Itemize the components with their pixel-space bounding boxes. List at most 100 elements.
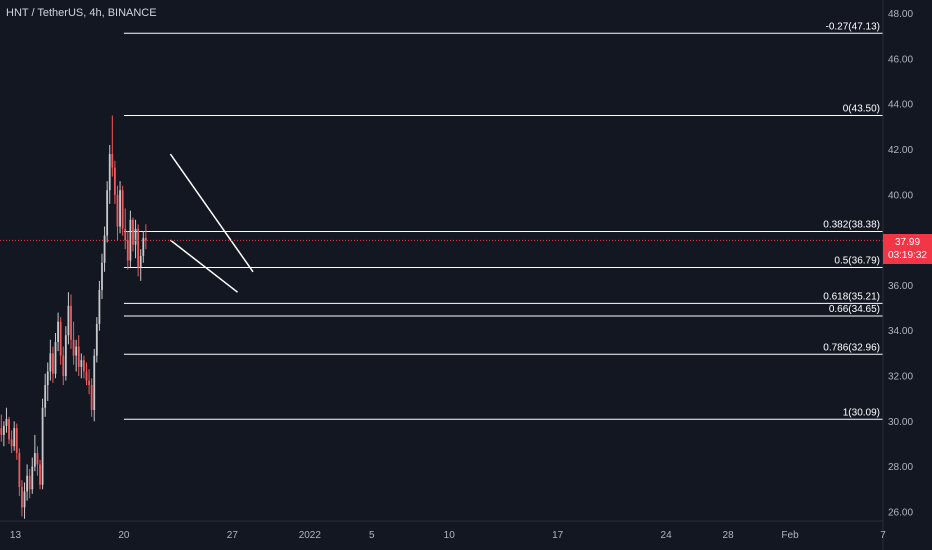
candle xyxy=(36,446,39,476)
last-price-value: 37.99 xyxy=(894,237,921,248)
candle-body xyxy=(88,380,90,386)
candle xyxy=(93,348,96,422)
candle xyxy=(64,326,67,381)
upper-channel-line[interactable] xyxy=(169,153,254,273)
price-tick-label: 28.00 xyxy=(888,462,913,473)
candle-body xyxy=(139,255,142,268)
candle xyxy=(83,355,85,379)
candle xyxy=(8,416,10,444)
candle xyxy=(13,421,16,451)
candle xyxy=(108,144,111,204)
candle-body xyxy=(80,360,83,367)
fib-level-label: 0(43.50) xyxy=(843,104,880,115)
candle xyxy=(101,253,103,300)
price-axis[interactable]: 26.0028.0030.0032.0034.0036.0038.0040.00… xyxy=(888,9,913,518)
candle-body xyxy=(8,419,10,440)
price-tick-label: 36.00 xyxy=(888,281,913,292)
trendlines[interactable] xyxy=(169,153,254,293)
candle-body xyxy=(41,407,44,485)
fib-level-label: 0.5(36.79) xyxy=(834,256,880,267)
candle-body xyxy=(0,428,3,435)
price-tick-label: 46.00 xyxy=(888,54,913,65)
candle-body xyxy=(18,453,21,488)
price-tick-label: 32.00 xyxy=(888,372,913,383)
candle xyxy=(10,430,13,454)
candle xyxy=(72,321,75,365)
candle xyxy=(0,414,3,442)
time-tick-label: 28 xyxy=(723,530,735,541)
price-tick-label: 26.00 xyxy=(888,507,913,518)
candle xyxy=(80,353,83,379)
lower-channel-line[interactable] xyxy=(169,239,238,293)
candle xyxy=(26,464,29,501)
candle-body xyxy=(31,466,34,490)
candle-body xyxy=(67,305,70,336)
fib-level-label: 0.786(32.96) xyxy=(823,342,880,353)
candle xyxy=(5,407,8,433)
candle xyxy=(106,181,109,243)
price-tick-label: 34.00 xyxy=(888,326,913,337)
candle-body xyxy=(21,487,23,508)
candle-body xyxy=(10,439,13,447)
price-tick-label: 44.00 xyxy=(888,100,913,111)
time-tick-label: 7 xyxy=(880,530,886,541)
fibonacci-retracement[interactable]: -0.27(47.13) 0(43.50) 0.382(38.38) 0.5(36.7… xyxy=(123,21,883,420)
candle xyxy=(129,210,132,268)
candle-body xyxy=(137,228,140,268)
candle-body xyxy=(101,262,103,290)
candle xyxy=(18,448,21,497)
candle xyxy=(85,362,88,386)
candle-body xyxy=(95,323,98,356)
time-axis[interactable]: 13 20 27 2022 5 10 17 24 28 Feb 7 xyxy=(10,530,886,541)
candle-body xyxy=(103,235,106,263)
candle-body xyxy=(124,228,127,241)
candle-body xyxy=(62,355,65,377)
candle-body xyxy=(57,321,59,343)
candle-body xyxy=(106,190,109,236)
candlestick-series xyxy=(0,115,147,519)
candle-body xyxy=(113,167,116,195)
candle xyxy=(28,468,31,499)
candle xyxy=(57,312,59,352)
candle xyxy=(70,294,72,349)
candle xyxy=(41,398,44,490)
time-tick-label: 10 xyxy=(444,530,456,541)
candle-body xyxy=(26,475,29,492)
candle xyxy=(126,231,129,270)
candle xyxy=(144,224,147,250)
candle xyxy=(111,115,114,177)
candle xyxy=(52,346,54,383)
candle-body xyxy=(134,228,137,245)
candle xyxy=(139,249,142,281)
candle xyxy=(113,160,116,204)
candle xyxy=(15,423,18,460)
chart-title: HNT / TetherUS, 4h, BINANCE xyxy=(6,7,157,19)
candle-body xyxy=(111,154,114,168)
candle-body xyxy=(46,371,49,386)
candle xyxy=(31,457,34,494)
fib-level-label: 0.618(35.21) xyxy=(823,291,880,302)
fib-level-label: -0.27(47.13) xyxy=(826,21,880,32)
candle xyxy=(62,346,65,386)
candle-body xyxy=(44,385,47,408)
candle xyxy=(54,332,57,379)
candle-body xyxy=(33,453,36,467)
time-tick-label: 27 xyxy=(227,530,239,541)
last-price-badge: 37.99 03:19:32 xyxy=(883,234,932,264)
candle xyxy=(23,482,26,519)
price-tick-label: 48.00 xyxy=(888,9,913,20)
candle-body xyxy=(77,346,80,367)
candle-body xyxy=(36,453,39,465)
time-tick-label: Feb xyxy=(781,530,799,541)
candle-body xyxy=(90,385,93,411)
time-tick-label: 20 xyxy=(118,530,130,541)
fib-level-label: 0.66(34.65) xyxy=(829,304,880,315)
candle-body xyxy=(59,321,62,356)
candle-body xyxy=(85,371,88,381)
candle xyxy=(95,317,98,363)
candle-body xyxy=(129,219,132,261)
candle xyxy=(33,434,36,472)
time-tick-label: 5 xyxy=(369,530,375,541)
